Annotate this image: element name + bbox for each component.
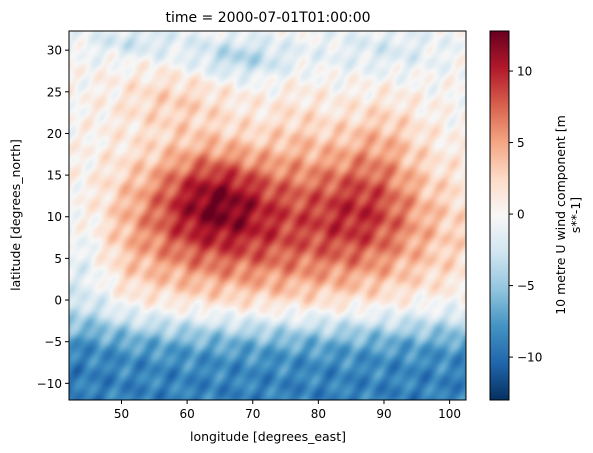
y-axis: −10 −5 0 5 10 15 20 25 30 <box>37 44 69 391</box>
heatmap-plot-area <box>68 30 467 401</box>
colorbar-label-line-2: s**-1] <box>568 197 583 233</box>
y-tick-label: 25 <box>47 85 62 99</box>
colorbar-label-line-1: 10 metre U wind component [m <box>553 115 568 315</box>
x-tick-label: 70 <box>245 407 260 421</box>
y-tick-label: 5 <box>54 252 62 266</box>
y-tick-label: 10 <box>47 210 62 224</box>
heatmap-field <box>69 31 466 400</box>
x-tick-label: 80 <box>311 407 326 421</box>
y-tick-label: −10 <box>37 377 62 391</box>
x-tick-label: 60 <box>179 407 194 421</box>
colorbar-gradient <box>489 30 510 401</box>
colorbar-tick-label: 10 <box>517 65 532 79</box>
colorbar-tick-label: 0 <box>517 208 525 222</box>
y-axis-label: latitude [degrees_north] <box>8 139 23 291</box>
y-tick-label: 20 <box>47 127 62 141</box>
y-tick-label: 0 <box>54 294 62 308</box>
plot-frame <box>68 30 467 401</box>
x-tick-label: 90 <box>376 407 391 421</box>
x-axis: 50 60 70 80 90 100 <box>114 400 461 421</box>
x-axis-label: longitude [degrees_east] <box>190 429 346 444</box>
chart-title: time = 2000-07-01T01:00:00 <box>165 10 370 26</box>
y-tick-label: −5 <box>44 335 62 349</box>
colorbar-tick-label: −10 <box>517 351 542 365</box>
colorbar-ticks: −10 −5 0 5 10 <box>509 65 542 365</box>
colorbar-tick-label: 5 <box>517 136 525 150</box>
x-tick-label: 100 <box>438 407 461 421</box>
colorbar-tick-label: −5 <box>517 279 535 293</box>
colorbar: −10 −5 0 5 10 10 metre U wind component [m s… <box>489 30 583 401</box>
y-tick-label: 30 <box>47 44 62 58</box>
x-tick-label: 50 <box>114 407 129 421</box>
y-tick-label: 15 <box>47 169 62 183</box>
